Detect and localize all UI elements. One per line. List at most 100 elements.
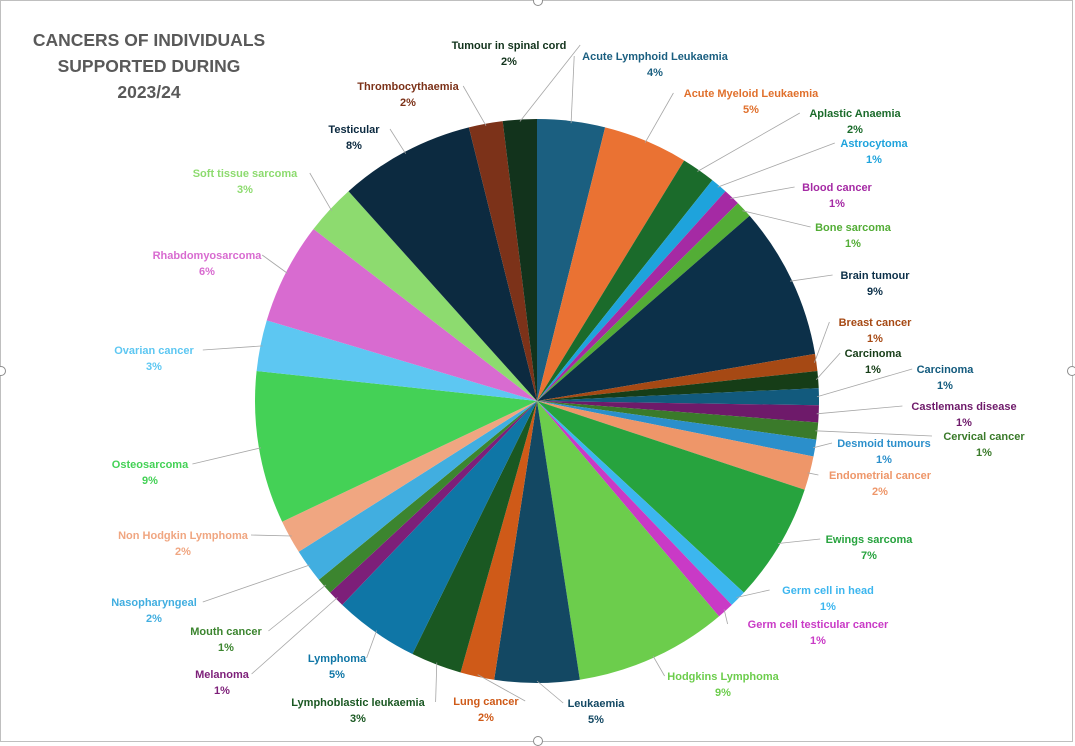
data-label-name-15: Germ cell in head	[782, 585, 874, 597]
data-label-name-24: Nasopharyngeal	[111, 597, 197, 609]
leader-line-23	[268, 584, 327, 632]
pie-slice-carcinoma-8[interactable]	[537, 370, 819, 401]
data-labels: Acute Lymphoid Leukaemia 4% Acute Myeloid …	[111, 40, 1025, 726]
pie-slice-ewings-sarcoma-14[interactable]	[537, 401, 805, 593]
pie-slice-lung-cancer-19[interactable]	[460, 401, 537, 680]
chart-title-line-2: SUPPORTED DURING 2023/24	[57, 56, 241, 102]
data-label-value-19: 2%	[478, 712, 494, 724]
pie-slice-germ-cell-in-head-15[interactable]	[537, 401, 744, 605]
data-label-name-30: Testicular	[328, 124, 380, 136]
data-label-value-16: 1%	[810, 635, 826, 647]
resize-handle-left[interactable]	[0, 366, 6, 376]
pie-slice-castlemans-disease-10[interactable]	[537, 401, 819, 423]
data-label-value-31: 2%	[400, 97, 416, 109]
pie-slice-thrombocythaemia-31[interactable]	[468, 121, 537, 401]
pie-slice-nasopharyngeal-24[interactable]	[298, 401, 537, 580]
data-label-name-18: Leukaemia	[568, 698, 626, 710]
data-label-value-32: 2%	[501, 56, 517, 68]
data-label-name-29: Soft tissue sarcoma	[193, 168, 298, 180]
pie-slice-lymphoblastic-leukaemia-20[interactable]	[412, 401, 537, 673]
leader-line-11	[815, 430, 933, 437]
data-label-name-19: Lung cancer	[453, 696, 519, 708]
leader-line-3	[717, 142, 835, 188]
pie-slice-carcinoma-9[interactable]	[537, 388, 820, 406]
chart-title: CANCERS OF INDIVIDUALS SUPPORTED DURING …	[29, 27, 269, 105]
pie-slice-blood-cancer-4[interactable]	[537, 191, 738, 401]
pie-slice-acute-lymphoid-leukaemia-0[interactable]	[537, 118, 606, 401]
chart-title-line-1: CANCERS OF INDIVIDUALS	[32, 30, 266, 50]
data-label-name-25: Non Hodgkin Lymphoma	[118, 530, 249, 542]
leader-line-12	[813, 442, 833, 449]
leader-line-20	[435, 662, 438, 703]
data-label-name-20: Lymphoblastic leukaemia	[291, 697, 425, 709]
leader-line-18	[536, 680, 564, 704]
pie-slice-desmoid-tumours-12[interactable]	[537, 401, 817, 457]
pie-slices	[255, 118, 820, 684]
pie-slice-lymphoma-21[interactable]	[342, 401, 537, 654]
pie-slice-melanoma-22[interactable]	[330, 401, 537, 605]
data-label-value-13: 2%	[872, 486, 888, 498]
leader-line-22	[251, 597, 338, 675]
data-label-value-18: 5%	[588, 714, 604, 726]
pie-slice-mouth-cancer-23[interactable]	[318, 401, 537, 593]
data-label-name-5: Bone sarcoma	[815, 222, 892, 234]
pie-slice-ovarian-cancer-27[interactable]	[256, 320, 537, 401]
resize-handle-bottom[interactable]	[533, 736, 543, 746]
data-label-name-11: Cervical cancer	[943, 431, 1025, 443]
pie-slice-soft-tissue-sarcoma-29[interactable]	[313, 191, 537, 401]
pie-slice-breast-cancer-7[interactable]	[537, 353, 818, 401]
pie-slice-aplastic-anaemia-2[interactable]	[537, 160, 713, 401]
data-label-name-21: Lymphoma	[308, 653, 367, 665]
pie-slice-non-hodgkin-lymphoma-25[interactable]	[282, 401, 537, 552]
pie-slice-endometrial-cancer-13[interactable]	[537, 401, 814, 490]
pie-slice-osteosarcoma-26[interactable]	[255, 370, 538, 522]
data-label-name-28: Rhabdomyosarcoma	[153, 250, 263, 262]
data-label-name-26: Osteosarcoma	[112, 459, 189, 471]
pie-slice-leukaemia-18[interactable]	[494, 401, 580, 684]
pie-slice-hodgkins-lymphoma-17[interactable]	[537, 401, 719, 680]
data-label-name-31: Thrombocythaemia	[357, 81, 459, 93]
data-label-name-14: Ewings sarcoma	[826, 534, 914, 546]
leader-line-26	[192, 447, 261, 465]
leader-line-8	[815, 352, 841, 380]
pie-slice-brain-tumour-6[interactable]	[537, 215, 816, 401]
leader-line-4	[730, 186, 795, 199]
leader-line-1	[644, 92, 674, 143]
data-label-value-3: 1%	[866, 154, 882, 166]
leader-line-29	[309, 172, 332, 211]
data-label-value-30: 8%	[346, 140, 362, 152]
pie-slice-tumour-in-spinal-cord-32[interactable]	[502, 119, 537, 401]
data-label-name-6: Brain tumour	[840, 270, 910, 282]
data-label-value-4: 1%	[829, 198, 845, 210]
data-label-value-20: 3%	[350, 713, 366, 725]
leader-line-14	[778, 538, 821, 544]
resize-handle-top[interactable]	[533, 0, 543, 6]
data-label-name-32: Tumour in spinal cord	[452, 40, 567, 52]
pie-slice-bone-sarcoma-5[interactable]	[537, 203, 750, 401]
data-label-value-25: 2%	[175, 546, 191, 558]
data-label-value-15: 1%	[820, 601, 836, 613]
pie-slice-rhabdomyosarcoma-28[interactable]	[266, 229, 537, 401]
leader-line-10	[816, 405, 903, 415]
leader-line-24	[202, 564, 311, 603]
pie-slice-astrocytoma-3[interactable]	[537, 180, 726, 401]
leader-line-21	[366, 630, 377, 659]
data-label-value-5: 1%	[845, 238, 861, 250]
data-label-value-1: 5%	[743, 104, 759, 116]
resize-handle-right[interactable]	[1067, 366, 1075, 376]
leader-line-13	[807, 472, 819, 476]
data-label-value-29: 3%	[237, 184, 253, 196]
data-label-name-10: Castlemans disease	[911, 401, 1016, 413]
data-label-value-7: 1%	[867, 333, 883, 345]
pie-slice-cervical-cancer-11[interactable]	[537, 401, 819, 440]
data-label-name-22: Melanoma	[195, 669, 250, 681]
pie-slice-testicular-30[interactable]	[348, 127, 537, 401]
data-label-name-23: Mouth cancer	[190, 626, 262, 638]
data-label-value-23: 1%	[218, 642, 234, 654]
leader-line-5	[742, 210, 811, 228]
data-label-value-2: 2%	[847, 124, 863, 136]
pie-slice-germ-cell-testicular-cancer-16[interactable]	[537, 401, 732, 617]
data-label-name-27: Ovarian cancer	[114, 345, 194, 357]
pie-slice-acute-myeloid-leukaemia-1[interactable]	[537, 127, 685, 401]
leader-line-6	[790, 274, 833, 282]
